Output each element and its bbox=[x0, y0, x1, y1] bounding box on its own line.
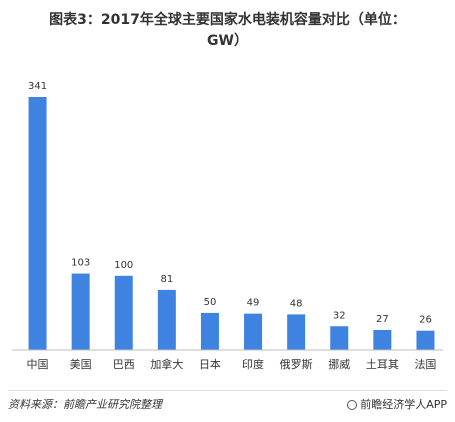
bar-9 bbox=[373, 329, 392, 350]
bar-3 bbox=[114, 275, 133, 350]
chart-title: 图表3：2017年全球主要国家水电装机容量对比（单位： GW） bbox=[0, 10, 455, 52]
category-label-3: 巴西 bbox=[113, 358, 135, 371]
bar-10 bbox=[416, 330, 435, 350]
bar-8 bbox=[330, 326, 349, 350]
value-label-3: 100 bbox=[114, 260, 133, 271]
category-label-7: 俄罗斯 bbox=[280, 358, 313, 371]
category-labels-group: 中国 美国 巴西 加拿大 日本 印度 俄罗斯 挪威 土耳其 法国 bbox=[27, 357, 437, 371]
category-label-5: 日本 bbox=[199, 357, 221, 371]
bar-5 bbox=[200, 312, 219, 350]
category-label-2: 美国 bbox=[70, 358, 92, 371]
brand-credit-text: 前瞻经济学人APP bbox=[360, 398, 447, 411]
category-label-1: 中国 bbox=[27, 358, 49, 371]
category-label-10: 法国 bbox=[414, 357, 436, 371]
bar-6 bbox=[244, 313, 263, 350]
value-label-9: 27 bbox=[376, 314, 389, 325]
bars-group bbox=[28, 97, 435, 350]
value-label-8: 32 bbox=[333, 310, 346, 321]
value-label-5: 50 bbox=[204, 297, 217, 308]
source-note: 资料来源：前瞻产业研究院整理 bbox=[8, 398, 162, 411]
category-label-6: 印度 bbox=[242, 357, 264, 371]
category-label-8: 挪威 bbox=[328, 357, 350, 371]
value-labels-group: 341 103 100 81 50 49 48 32 27 26 bbox=[28, 81, 432, 326]
value-label-2: 103 bbox=[71, 258, 90, 269]
footer-divider bbox=[8, 390, 447, 391]
brand-credit: 前瞻经济学人APP bbox=[347, 396, 447, 412]
category-label-9: 土耳其 bbox=[366, 358, 399, 371]
value-label-10: 26 bbox=[419, 315, 432, 326]
brand-logo-icon bbox=[347, 400, 358, 410]
bar-2 bbox=[71, 273, 90, 350]
value-label-1: 341 bbox=[28, 81, 47, 92]
bar-4 bbox=[157, 289, 176, 350]
chart-title-line1: 图表3：2017年全球主要国家水电装机容量对比（单位： bbox=[49, 12, 406, 28]
bar-7 bbox=[287, 314, 306, 350]
chart-title-line2: GW） bbox=[207, 33, 248, 49]
category-label-4: 加拿大 bbox=[150, 357, 183, 371]
bar-1 bbox=[28, 97, 47, 350]
value-label-4: 81 bbox=[160, 274, 173, 285]
value-label-6: 49 bbox=[247, 298, 260, 309]
value-label-7: 48 bbox=[290, 298, 303, 309]
